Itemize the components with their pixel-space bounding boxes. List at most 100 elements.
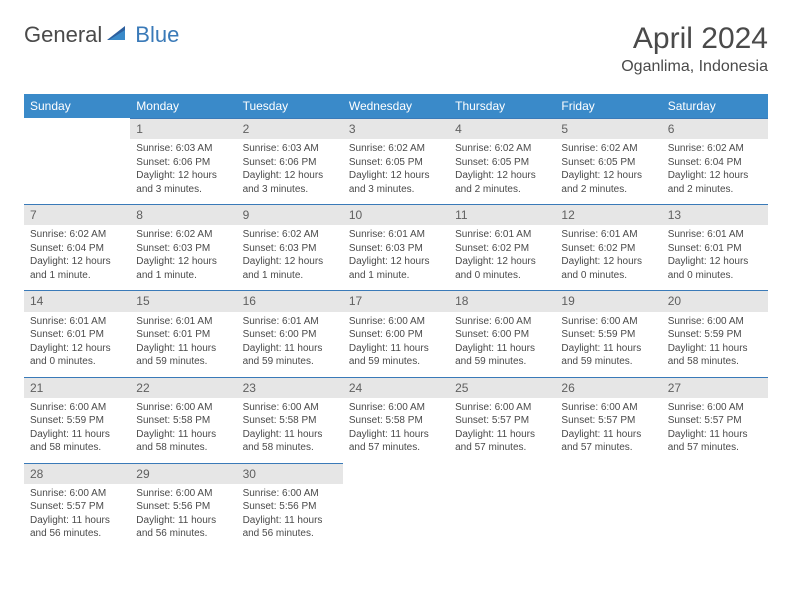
day-body: Sunrise: 6:03 AMSunset: 6:06 PMDaylight:… xyxy=(130,139,236,204)
calendar-cell: 24Sunrise: 6:00 AMSunset: 5:58 PMDayligh… xyxy=(343,377,449,463)
sunrise-text: Sunrise: 6:00 AM xyxy=(561,401,655,415)
day-header-row: Sunday Monday Tuesday Wednesday Thursday… xyxy=(24,94,768,118)
daylight-text: Daylight: 12 hours and 3 minutes. xyxy=(243,169,337,196)
sunrise-text: Sunrise: 6:01 AM xyxy=(455,228,549,242)
day-body: Sunrise: 6:00 AMSunset: 5:59 PMDaylight:… xyxy=(555,312,661,377)
calendar-cell: 7Sunrise: 6:02 AMSunset: 6:04 PMDaylight… xyxy=(24,204,130,290)
sunset-text: Sunset: 6:06 PM xyxy=(136,156,230,170)
daylight-text: Daylight: 11 hours and 59 minutes. xyxy=(455,342,549,369)
page-title: April 2024 xyxy=(621,22,768,56)
sunset-text: Sunset: 5:58 PM xyxy=(349,414,443,428)
day-number: 16 xyxy=(237,290,343,311)
daylight-text: Daylight: 12 hours and 0 minutes. xyxy=(668,255,762,282)
day-body: Sunrise: 6:02 AMSunset: 6:05 PMDaylight:… xyxy=(555,139,661,204)
day-body xyxy=(662,483,768,539)
sunset-text: Sunset: 6:05 PM xyxy=(349,156,443,170)
day-number xyxy=(555,463,661,483)
day-body: Sunrise: 6:01 AMSunset: 6:03 PMDaylight:… xyxy=(343,225,449,290)
calendar-cell: 21Sunrise: 6:00 AMSunset: 5:59 PMDayligh… xyxy=(24,377,130,463)
daylight-text: Daylight: 12 hours and 3 minutes. xyxy=(349,169,443,196)
day-body: Sunrise: 6:00 AMSunset: 5:59 PMDaylight:… xyxy=(24,398,130,463)
day-body: Sunrise: 6:01 AMSunset: 6:00 PMDaylight:… xyxy=(237,312,343,377)
calendar-cell: 23Sunrise: 6:00 AMSunset: 5:58 PMDayligh… xyxy=(237,377,343,463)
sunset-text: Sunset: 5:56 PM xyxy=(136,500,230,514)
sunrise-text: Sunrise: 6:02 AM xyxy=(668,142,762,156)
calendar-cell: 2Sunrise: 6:03 AMSunset: 6:06 PMDaylight… xyxy=(237,118,343,204)
day-body: Sunrise: 6:01 AMSunset: 6:02 PMDaylight:… xyxy=(555,225,661,290)
day-number: 23 xyxy=(237,377,343,398)
sunrise-text: Sunrise: 6:00 AM xyxy=(30,401,124,415)
daylight-text: Daylight: 12 hours and 2 minutes. xyxy=(561,169,655,196)
day-body: Sunrise: 6:02 AMSunset: 6:04 PMDaylight:… xyxy=(24,225,130,290)
sunset-text: Sunset: 5:57 PM xyxy=(455,414,549,428)
sunset-text: Sunset: 6:00 PM xyxy=(349,328,443,342)
day-body: Sunrise: 6:00 AMSunset: 5:56 PMDaylight:… xyxy=(237,484,343,549)
daylight-text: Daylight: 11 hours and 56 minutes. xyxy=(136,514,230,541)
sunset-text: Sunset: 6:01 PM xyxy=(30,328,124,342)
sunset-text: Sunset: 6:03 PM xyxy=(136,242,230,256)
day-number: 20 xyxy=(662,290,768,311)
day-number: 13 xyxy=(662,204,768,225)
day-number: 6 xyxy=(662,118,768,139)
calendar-cell: 1Sunrise: 6:03 AMSunset: 6:06 PMDaylight… xyxy=(130,118,236,204)
day-body: Sunrise: 6:00 AMSunset: 5:58 PMDaylight:… xyxy=(130,398,236,463)
sunset-text: Sunset: 6:02 PM xyxy=(561,242,655,256)
sunrise-text: Sunrise: 6:01 AM xyxy=(30,315,124,329)
day-number xyxy=(662,463,768,483)
calendar-cell: 9Sunrise: 6:02 AMSunset: 6:03 PMDaylight… xyxy=(237,204,343,290)
daylight-text: Daylight: 11 hours and 58 minutes. xyxy=(243,428,337,455)
calendar-row: 14Sunrise: 6:01 AMSunset: 6:01 PMDayligh… xyxy=(24,290,768,376)
calendar-cell: 15Sunrise: 6:01 AMSunset: 6:01 PMDayligh… xyxy=(130,290,236,376)
daylight-text: Daylight: 12 hours and 2 minutes. xyxy=(668,169,762,196)
daylight-text: Daylight: 11 hours and 57 minutes. xyxy=(668,428,762,455)
calendar-cell: 22Sunrise: 6:00 AMSunset: 5:58 PMDayligh… xyxy=(130,377,236,463)
daylight-text: Daylight: 11 hours and 56 minutes. xyxy=(30,514,124,541)
sunset-text: Sunset: 5:58 PM xyxy=(243,414,337,428)
daylight-text: Daylight: 11 hours and 59 minutes. xyxy=(349,342,443,369)
daylight-text: Daylight: 11 hours and 57 minutes. xyxy=(349,428,443,455)
calendar-table: Sunday Monday Tuesday Wednesday Thursday… xyxy=(24,94,768,549)
sunrise-text: Sunrise: 6:00 AM xyxy=(136,401,230,415)
calendar-row: 28Sunrise: 6:00 AMSunset: 5:57 PMDayligh… xyxy=(24,463,768,549)
sunrise-text: Sunrise: 6:02 AM xyxy=(455,142,549,156)
daylight-text: Daylight: 12 hours and 1 minute. xyxy=(30,255,124,282)
daylight-text: Daylight: 12 hours and 0 minutes. xyxy=(30,342,124,369)
sunset-text: Sunset: 6:04 PM xyxy=(668,156,762,170)
dayhead-wed: Wednesday xyxy=(343,94,449,118)
sunrise-text: Sunrise: 6:00 AM xyxy=(668,315,762,329)
calendar-cell: 17Sunrise: 6:00 AMSunset: 6:00 PMDayligh… xyxy=(343,290,449,376)
day-number: 14 xyxy=(24,290,130,311)
dayhead-tue: Tuesday xyxy=(237,94,343,118)
day-number: 21 xyxy=(24,377,130,398)
dayhead-sat: Saturday xyxy=(662,94,768,118)
location: Oganlima, Indonesia xyxy=(621,58,768,76)
day-number: 8 xyxy=(130,204,236,225)
day-body: Sunrise: 6:00 AMSunset: 5:58 PMDaylight:… xyxy=(343,398,449,463)
daylight-text: Daylight: 11 hours and 59 minutes. xyxy=(243,342,337,369)
sunset-text: Sunset: 6:06 PM xyxy=(243,156,337,170)
calendar-cell: 6 Sunrise: 6:02 AMSunset: 6:04 PMDaylight… xyxy=(662,118,768,204)
day-body: Sunrise: 6:01 AMSunset: 6:01 PMDaylight:… xyxy=(24,312,130,377)
sunrise-text: Sunrise: 6:03 AM xyxy=(136,142,230,156)
sunrise-text: Sunrise: 6:00 AM xyxy=(668,401,762,415)
calendar-cell: 3Sunrise: 6:02 AMSunset: 6:05 PMDaylight… xyxy=(343,118,449,204)
calendar-cell: 16Sunrise: 6:01 AMSunset: 6:00 PMDayligh… xyxy=(237,290,343,376)
day-body: Sunrise: 6:01 AMSunset: 6:02 PMDaylight:… xyxy=(449,225,555,290)
sunset-text: Sunset: 6:05 PM xyxy=(455,156,549,170)
daylight-text: Daylight: 11 hours and 59 minutes. xyxy=(561,342,655,369)
daylight-text: Daylight: 11 hours and 57 minutes. xyxy=(455,428,549,455)
day-body: Sunrise: 6:00 AMSunset: 5:58 PMDaylight:… xyxy=(237,398,343,463)
day-body: Sunrise: 6:00 AMSunset: 5:57 PMDaylight:… xyxy=(555,398,661,463)
day-number: 28 xyxy=(24,463,130,484)
sunset-text: Sunset: 6:03 PM xyxy=(243,242,337,256)
calendar-cell: 5Sunrise: 6:02 AMSunset: 6:05 PMDaylight… xyxy=(555,118,661,204)
day-body: Sunrise: 6:00 AMSunset: 5:57 PMDaylight:… xyxy=(24,484,130,549)
sunset-text: Sunset: 6:01 PM xyxy=(668,242,762,256)
sunrise-text: Sunrise: 6:00 AM xyxy=(136,487,230,501)
sunrise-text: Sunrise: 6:01 AM xyxy=(668,228,762,242)
calendar-row: 7Sunrise: 6:02 AMSunset: 6:04 PMDaylight… xyxy=(24,204,768,290)
sunrise-text: Sunrise: 6:00 AM xyxy=(561,315,655,329)
sunset-text: Sunset: 5:57 PM xyxy=(30,500,124,514)
sunrise-text: Sunrise: 6:00 AM xyxy=(455,315,549,329)
day-number xyxy=(343,463,449,483)
